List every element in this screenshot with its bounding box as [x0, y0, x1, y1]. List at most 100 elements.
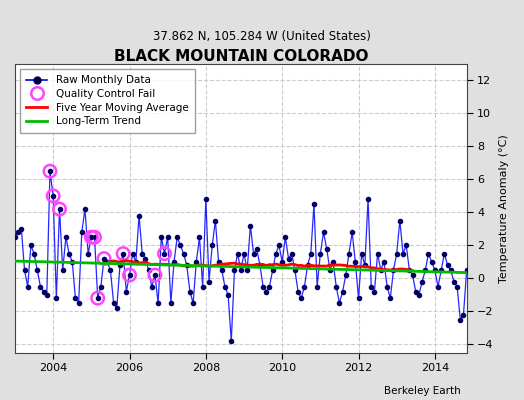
- Title: BLACK MOUNTAIN COLORADO: BLACK MOUNTAIN COLORADO: [114, 49, 368, 64]
- Point: [138, 250, 146, 257]
- Point: [119, 250, 127, 257]
- Point: [46, 168, 54, 174]
- Point: [424, 250, 433, 257]
- Point: [100, 255, 108, 262]
- Point: [135, 212, 143, 219]
- Point: [329, 259, 337, 265]
- Point: [431, 267, 439, 273]
- Point: [434, 284, 442, 290]
- Point: [300, 284, 309, 290]
- Point: [262, 288, 270, 295]
- Point: [408, 272, 417, 278]
- Point: [154, 300, 162, 306]
- Point: [192, 259, 201, 265]
- Point: [319, 229, 328, 236]
- Point: [443, 262, 452, 268]
- Point: [100, 255, 108, 262]
- Point: [342, 272, 350, 278]
- Point: [243, 267, 252, 273]
- Point: [364, 196, 372, 202]
- Point: [160, 250, 169, 257]
- Point: [399, 250, 407, 257]
- Point: [281, 234, 290, 240]
- Point: [288, 250, 296, 257]
- Point: [383, 284, 391, 290]
- Point: [49, 193, 57, 199]
- Point: [52, 295, 61, 301]
- Point: [97, 284, 105, 290]
- Point: [110, 300, 118, 306]
- Point: [303, 262, 312, 268]
- Point: [157, 234, 166, 240]
- Point: [411, 288, 420, 295]
- Point: [332, 284, 341, 290]
- Point: [437, 267, 445, 273]
- Point: [396, 218, 404, 224]
- Point: [208, 242, 216, 248]
- Point: [24, 284, 32, 290]
- Point: [151, 272, 159, 278]
- Point: [316, 250, 324, 257]
- Point: [27, 242, 35, 248]
- Legend: Raw Monthly Data, Quality Control Fail, Five Year Moving Average, Long-Term Tren: Raw Monthly Data, Quality Control Fail, …: [20, 69, 194, 133]
- Point: [211, 218, 220, 224]
- Point: [335, 300, 344, 306]
- Point: [307, 250, 315, 257]
- Point: [46, 168, 54, 174]
- Point: [167, 300, 175, 306]
- Point: [74, 300, 83, 306]
- Point: [463, 267, 471, 273]
- Point: [199, 284, 207, 290]
- Point: [278, 259, 287, 265]
- Point: [428, 259, 436, 265]
- Point: [361, 262, 369, 268]
- Point: [367, 284, 375, 290]
- Point: [81, 206, 89, 212]
- Point: [132, 259, 140, 265]
- Point: [494, 288, 503, 295]
- Point: [472, 250, 481, 257]
- Point: [39, 288, 48, 295]
- Point: [59, 267, 67, 273]
- Point: [380, 259, 388, 265]
- Point: [256, 262, 264, 268]
- Point: [11, 234, 19, 240]
- Point: [482, 262, 490, 268]
- Point: [370, 288, 379, 295]
- Point: [237, 267, 245, 273]
- Point: [30, 250, 38, 257]
- Point: [217, 267, 226, 273]
- Point: [227, 338, 235, 344]
- Point: [348, 229, 356, 236]
- Point: [446, 267, 455, 273]
- Point: [405, 267, 413, 273]
- Point: [116, 262, 124, 268]
- Point: [173, 234, 181, 240]
- Point: [275, 242, 283, 248]
- Point: [141, 255, 149, 262]
- Point: [291, 267, 299, 273]
- Point: [268, 267, 277, 273]
- Point: [87, 234, 95, 240]
- Point: [466, 284, 474, 290]
- Point: [195, 234, 204, 240]
- Point: [221, 284, 229, 290]
- Point: [313, 284, 321, 290]
- Point: [497, 267, 506, 273]
- Point: [185, 288, 194, 295]
- Point: [20, 267, 29, 273]
- Point: [122, 288, 130, 295]
- Point: [42, 292, 51, 298]
- Point: [249, 250, 258, 257]
- Point: [33, 267, 41, 273]
- Y-axis label: Temperature Anomaly (°C): Temperature Anomaly (°C): [499, 134, 509, 283]
- Point: [49, 193, 57, 199]
- Point: [456, 316, 464, 323]
- Point: [271, 250, 280, 257]
- Point: [56, 206, 64, 212]
- Point: [68, 259, 77, 265]
- Point: [485, 259, 493, 265]
- Point: [386, 295, 395, 301]
- Point: [151, 272, 159, 278]
- Point: [90, 234, 99, 240]
